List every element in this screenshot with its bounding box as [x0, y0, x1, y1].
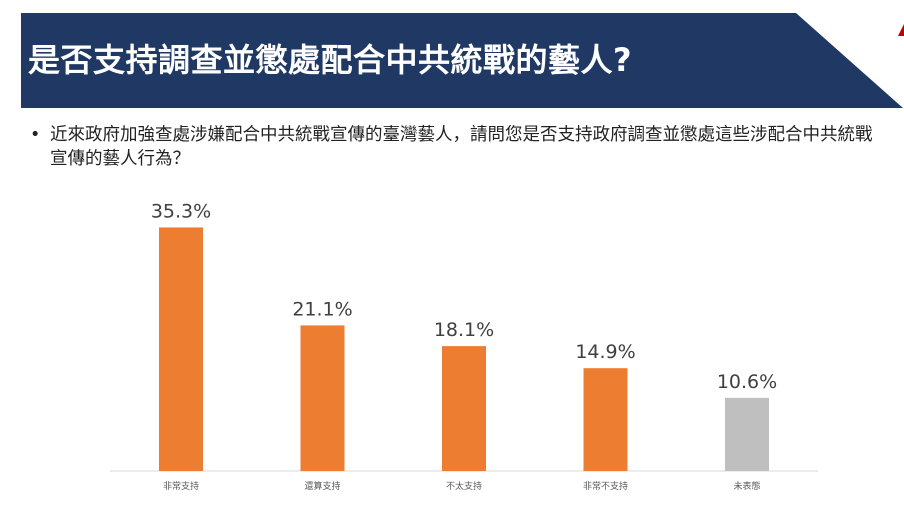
survey-question: • 近來政府加強查處涉嫌配合中共統戰宣傳的臺灣藝人，請問您是否支持政府調查並懲處… — [30, 123, 888, 171]
bullet-point: • — [30, 125, 41, 145]
category-label-3: 不太支持 — [446, 480, 482, 492]
category-label-2: 還算支持 — [304, 480, 340, 492]
bar-4 — [583, 368, 628, 471]
page-title: 是否支持調查並懲處配合中共統戰的藝人? — [28, 41, 633, 79]
bar-5 — [725, 397, 769, 471]
data-label-1: 35.3% — [151, 200, 211, 222]
title-banner-shape — [21, 13, 903, 108]
category-label-4: 非常不支持 — [583, 480, 628, 492]
corner-accent-mark — [898, 24, 904, 36]
category-label-1: 非常支持 — [163, 480, 199, 492]
bar-1 — [159, 227, 203, 471]
bar-2 — [300, 325, 345, 471]
data-label-5: 10.6% — [717, 371, 777, 393]
survey-question-text: 近來政府加強查處涉嫌配合中共統戰宣傳的臺灣藝人，請問您是否支持政府調查並懲處這些… — [50, 125, 873, 169]
data-label-4: 14.9% — [575, 341, 635, 363]
title-banner — [21, 13, 903, 108]
data-label-2: 21.1% — [292, 298, 352, 320]
category-label-5: 未表態 — [733, 480, 760, 492]
bar-3 — [442, 346, 486, 471]
data-label-3: 18.1% — [434, 319, 494, 341]
